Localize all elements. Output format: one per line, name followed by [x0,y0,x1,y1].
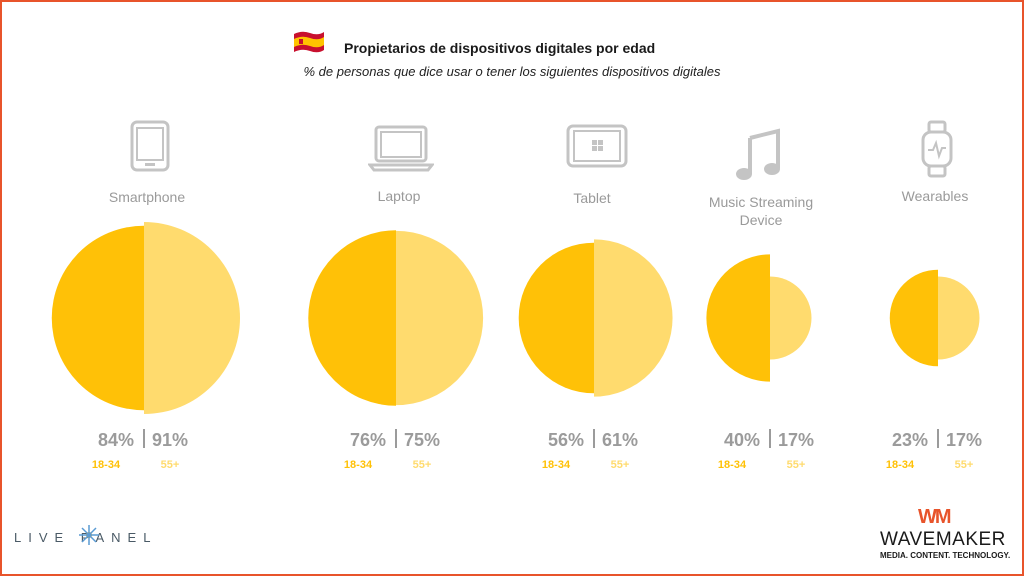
value-label-18-34-wearables: 23% [892,430,928,450]
group-label-55-plus-laptop: 55+ [413,459,432,471]
group-label-18-34-tablet: 18-34 [542,459,571,471]
category-label-wearables: Wearables [901,188,969,204]
group-label-55-plus-music-streaming-device: 55+ [787,459,806,471]
half-circle-55-plus-wearables [938,276,980,360]
category-label-tablet: Tablet [573,190,611,206]
group-label-55-plus-smartphone: 55+ [161,459,180,471]
livepanel-star-icon [79,525,99,545]
group-label-18-34-wearables: 18-34 [886,459,915,471]
value-label-55-plus-wearables: 17% [946,430,982,450]
half-circle-18-34-laptop [308,230,396,406]
tablet-phone-icon [130,120,170,172]
music-note-icon [736,128,780,180]
half-circle-18-34-smartphone [51,225,144,411]
half-circle-18-34-tablet [518,242,594,394]
group-label-55-plus-tablet: 55+ [611,459,630,471]
chart-title: Propietarios de dispositivos digitales p… [344,40,656,56]
value-label-18-34-music-streaming-device: 40% [724,430,760,450]
wavemaker-tagline: MEDIA. CONTENT. TECHNOLOGY. [880,551,1011,560]
music-streaming-label-text: Music Streaming Device [708,194,814,228]
value-label-55-plus-music-streaming-device: 17% [778,430,814,450]
value-label-18-34-tablet: 56% [548,430,584,450]
half-circle-55-plus-laptop [396,230,484,406]
half-circle-55-plus-music-streaming-device [770,276,812,360]
value-label-55-plus-smartphone: 91% [152,430,188,450]
group-label-18-34-music-streaming-device: 18-34 [718,459,747,471]
tablet-icon [566,124,628,168]
wavemaker-mark: WM [918,506,952,528]
value-label-55-plus-laptop: 75% [404,430,440,450]
laptop-icon [368,125,434,172]
livepanel-logo: LIVE PANEL [14,530,158,545]
half-circle-18-34-music-streaming-device [706,254,770,382]
group-label-55-plus-wearables: 55+ [955,459,974,471]
group-label-18-34-smartphone: 18-34 [92,459,121,471]
half-circle-55-plus-smartphone [144,222,240,414]
category-label-laptop: Laptop [377,188,421,204]
category-label-smartphone: Smartphone [108,189,186,205]
wavemaker-name: WAVEMAKER [880,529,1006,550]
category-label-music-streaming: Music Streaming Device [671,193,851,229]
value-label-55-plus-tablet: 61% [602,430,638,450]
group-label-18-34-laptop: 18-34 [344,459,373,471]
smartwatch-icon [921,120,953,178]
value-label-18-34-laptop: 76% [350,430,386,450]
value-label-18-34-smartphone: 84% [98,430,134,450]
half-circle-55-plus-tablet [594,239,673,397]
chart-subtitle: % de personas que dice usar o tener los … [303,64,721,79]
spain-flag-icon [294,31,324,53]
half-circle-18-34-wearables [889,269,938,367]
